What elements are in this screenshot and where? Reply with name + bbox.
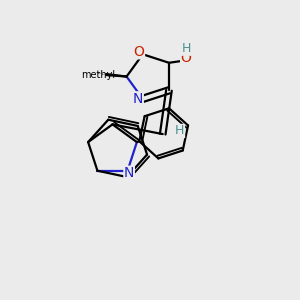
- Text: H: H: [182, 42, 191, 55]
- Text: methyl: methyl: [81, 70, 116, 80]
- Text: O: O: [181, 51, 192, 65]
- Text: H: H: [175, 124, 184, 137]
- Text: methyl: methyl: [98, 73, 103, 74]
- Text: N: N: [124, 166, 134, 180]
- Text: O: O: [134, 45, 144, 59]
- Text: N: N: [133, 92, 143, 106]
- Text: methyl: methyl: [102, 74, 107, 75]
